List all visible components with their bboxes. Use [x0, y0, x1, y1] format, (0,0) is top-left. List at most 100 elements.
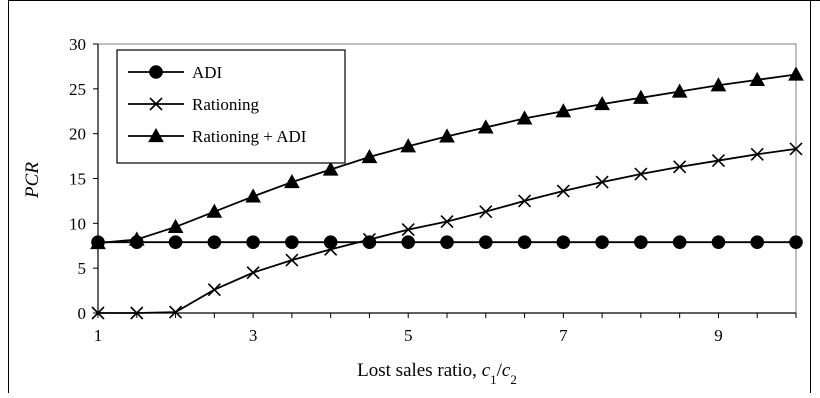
legend-item-rationing-adi: Rationing + ADI: [128, 127, 307, 146]
y-tick-label: 30: [69, 35, 86, 54]
data-point-rationing-adi: [322, 161, 339, 176]
data-point-rationing-adi: [555, 103, 572, 118]
legend-label-rationing-adi: Rationing + ADI: [192, 127, 307, 146]
data-point-rationing-stroke-b: [207, 283, 221, 297]
data-point-adi: [323, 235, 338, 249]
y-axis-title: PCR: [22, 162, 43, 199]
data-point-rationing-stroke-b: [246, 266, 260, 280]
data-point-rationing-stroke-b: [168, 305, 183, 319]
data-point-rationing-stroke-b: [673, 160, 687, 174]
data-point-adi: [440, 235, 454, 249]
legend-item-adi: ADI: [128, 63, 223, 82]
data-point-rationing-stroke-b: [556, 184, 570, 198]
data-point-adi: [517, 235, 532, 249]
data-point-rationing-stroke-b: [362, 232, 377, 247]
data-point-rationing: [285, 253, 299, 267]
axes: 0 5 10 15 20 25 30 1 3 5 7 9: [69, 35, 797, 345]
data-point-rationing: [168, 305, 183, 319]
legend-label-rationing: Rationing: [192, 95, 260, 114]
data-point-adi: [207, 235, 222, 249]
data-point-rationing-adi: [633, 89, 649, 104]
y-tick-label: 0: [78, 304, 87, 323]
data-point-rationing-adi: [361, 148, 378, 164]
data-point-adi: [556, 235, 571, 249]
data-point-rationing-adi: [400, 138, 417, 153]
legend-label-adi: ADI: [192, 63, 223, 82]
data-point-adi: [711, 235, 726, 249]
data-point-rationing-adi: [788, 66, 804, 81]
legend-marker-rationing-stroke-b: [149, 97, 163, 111]
data-point-rationing: [246, 266, 260, 280]
data-point-rationing-stroke-b: [401, 223, 415, 237]
data-point-rationing: [711, 154, 726, 168]
legend-marker-rationing: [149, 97, 163, 111]
x-tick-label: 3: [249, 326, 258, 345]
data-point-rationing-stroke-b: [595, 175, 609, 189]
data-point-rationing-adi: [206, 203, 223, 218]
data-point-rationing: [479, 205, 493, 219]
data-point-adi: [246, 235, 260, 249]
data-point-adi: [478, 235, 493, 249]
data-point-rationing-stroke-b: [750, 147, 764, 161]
legend-marker-rationing-adi: [148, 127, 164, 143]
legend: ADI Rationing Rationing + ADI: [116, 49, 346, 164]
data-point-rationing-adi: [167, 218, 184, 234]
data-point-rationing: [91, 306, 105, 320]
y-tick-label: 20: [69, 125, 86, 144]
data-point-rationing: [517, 194, 532, 208]
x-tick-label: 5: [404, 326, 413, 345]
data-point-rationing: [634, 167, 648, 181]
data-point-rationing-adi: [477, 119, 494, 134]
legend-marker-adi: [149, 65, 163, 79]
data-point-rationing-stroke-b: [711, 154, 726, 168]
y-tick-label: 15: [69, 170, 86, 189]
data-point-rationing-stroke-b: [91, 306, 105, 320]
data-point-rationing-stroke-b: [130, 306, 144, 320]
data-point-rationing: [750, 147, 764, 161]
data-point-adi: [595, 235, 609, 249]
data-point-adi: [750, 235, 765, 249]
x-tick-label: 1: [94, 326, 103, 345]
legend-item-rationing: Rationing: [128, 95, 260, 114]
data-point-rationing-stroke-b: [517, 194, 532, 208]
data-point-adi: [634, 235, 648, 249]
x-axis-title: Lost sales ratio, c1/c2: [357, 360, 517, 387]
data-point-rationing: [789, 142, 803, 156]
data-point-adi: [401, 235, 416, 249]
data-point-rationing: [595, 175, 609, 189]
y-tick-label: 10: [69, 214, 86, 233]
x-tick-label: 9: [714, 326, 723, 345]
data-point-rationing: [130, 306, 144, 320]
data-point-rationing: [673, 160, 687, 174]
data-point-rationing-adi: [594, 96, 610, 111]
y-tick-label: 5: [78, 259, 87, 278]
data-point-rationing-stroke-b: [789, 142, 803, 156]
data-point-rationing: [401, 223, 415, 237]
y-tick-label: 25: [69, 80, 86, 99]
x-tick-label: 7: [559, 326, 568, 345]
data-point-rationing-adi: [90, 235, 106, 250]
data-point-rationing: [556, 184, 570, 198]
data-point-rationing: [440, 214, 454, 229]
data-point-adi: [168, 235, 183, 249]
data-point-rationing-adi: [245, 188, 261, 203]
data-point-rationing-adi: [710, 77, 727, 92]
data-point-rationing: [362, 232, 377, 247]
data-point-adi: [672, 235, 687, 249]
data-point-rationing: [324, 242, 338, 256]
series-rationing: [91, 142, 803, 320]
data-point-rationing-stroke-b: [440, 214, 454, 229]
data-point-adi: [789, 235, 803, 249]
data-point-rationing-stroke-b: [324, 242, 338, 256]
data-point-rationing-adi: [671, 83, 688, 98]
data-point-rationing-stroke-b: [285, 253, 299, 267]
data-point-rationing-stroke-b: [479, 205, 493, 219]
data-point-rationing-adi: [128, 231, 145, 246]
data-point-rationing-adi: [749, 71, 766, 86]
data-point-rationing-adi: [284, 174, 300, 189]
data-point-rationing-stroke-b: [634, 167, 648, 181]
data-point-rationing: [207, 283, 221, 297]
data-point-adi: [285, 235, 299, 249]
